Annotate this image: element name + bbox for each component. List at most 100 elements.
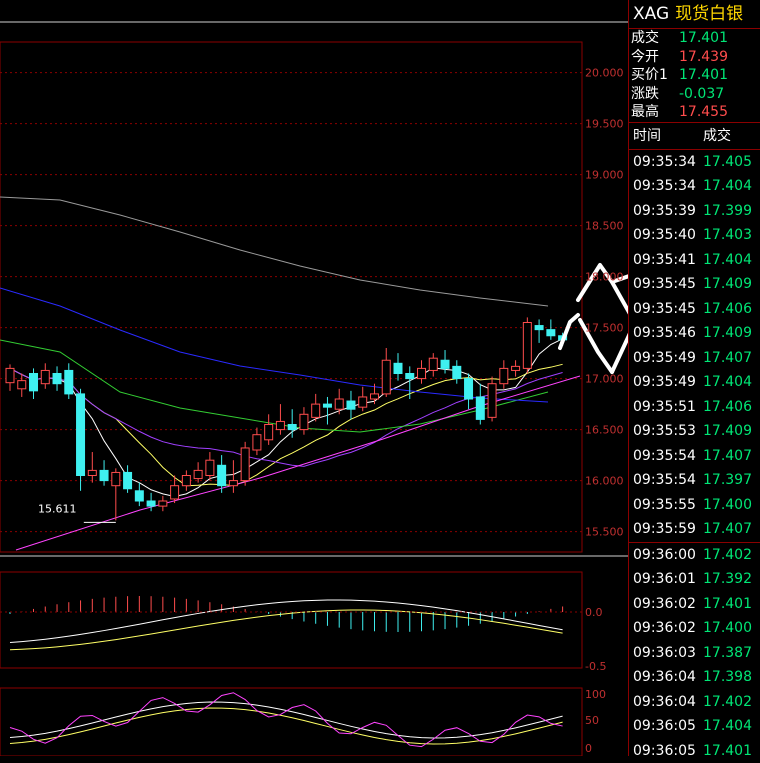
tick-time: 09:35:45 xyxy=(633,272,703,297)
price-tick-label: 18.000 xyxy=(585,271,624,284)
price-tick-label: 16.500 xyxy=(585,424,624,437)
tick-price: 17.398 xyxy=(703,669,752,685)
tick-price: 17.404 xyxy=(703,252,752,268)
kline-chart[interactable]: 20.00019.50019.00018.50018.00017.50017.0… xyxy=(0,0,628,756)
candle-body xyxy=(441,360,449,368)
quote-label: 最高 xyxy=(631,103,679,122)
tick-price: 17.407 xyxy=(703,350,752,366)
tick-time: 09:36:02 xyxy=(633,616,703,641)
tick-time: 09:36:02 xyxy=(633,592,703,617)
candle-body xyxy=(312,404,320,417)
candle-body xyxy=(488,384,496,418)
quote-label: 涨跌 xyxy=(631,85,679,104)
candle-body xyxy=(335,399,343,409)
candle-body xyxy=(288,425,296,430)
candle-body xyxy=(276,421,284,429)
candle-body xyxy=(159,501,167,506)
candle-body xyxy=(88,470,96,475)
tick-price: 17.407 xyxy=(703,448,752,464)
tick-time: 09:35:54 xyxy=(633,444,703,469)
candle-body xyxy=(206,460,214,475)
tick-price: 17.404 xyxy=(703,718,752,734)
candle-body xyxy=(394,363,402,373)
tick-time: 09:36:04 xyxy=(633,665,703,690)
candle-body xyxy=(65,370,73,393)
quote-row: 涨跌-0.037 xyxy=(629,85,760,104)
candle-body xyxy=(6,368,14,382)
tick-price: 17.401 xyxy=(703,596,752,612)
candle-body xyxy=(112,472,120,485)
candle-body xyxy=(429,358,437,370)
tick-price: 17.409 xyxy=(703,276,752,292)
tick-time: 09:36:04 xyxy=(633,690,703,715)
quote-label: 成交 xyxy=(631,29,679,48)
candle-body xyxy=(523,323,531,369)
candle-body xyxy=(77,394,85,476)
arrow-path-1 xyxy=(560,315,578,348)
candle-body xyxy=(253,435,261,450)
tick-time: 09:35:40 xyxy=(633,223,703,248)
tick-time: 09:35:45 xyxy=(633,297,703,322)
candle-body xyxy=(465,379,473,399)
quote-value: 17.455 xyxy=(679,104,728,120)
tick-time: 09:35:39 xyxy=(633,199,703,224)
kdj-tick-label: 100 xyxy=(585,688,606,701)
macd-tick-label: 0.0 xyxy=(585,606,603,619)
quote-value: 17.439 xyxy=(679,49,728,65)
tick-price: 17.405 xyxy=(703,154,752,170)
tick-time: 09:36:00 xyxy=(633,543,703,568)
ticks-header-time: 时间 xyxy=(633,123,703,149)
candle-body xyxy=(500,368,508,383)
quote-value: -0.037 xyxy=(679,86,724,102)
tick-time: 09:35:53 xyxy=(633,419,703,444)
candle-body xyxy=(547,330,555,336)
tick-price: 17.404 xyxy=(703,374,752,390)
ticks-header: 时间成交 xyxy=(629,122,760,150)
quote-value: 17.401 xyxy=(679,30,728,46)
tick-price: 17.407 xyxy=(703,521,752,537)
tick-time: 09:35:41 xyxy=(633,248,703,273)
tick-time: 09:35:34 xyxy=(633,174,703,199)
tick-time: 09:36:01 xyxy=(633,567,703,592)
price-tick-label: 17.500 xyxy=(585,322,624,335)
price-tick-label: 15.500 xyxy=(585,526,624,539)
tick-time: 09:35:51 xyxy=(633,395,703,420)
tick-price: 17.401 xyxy=(703,743,752,759)
tick-time: 09:36:05 xyxy=(633,739,703,763)
price-tick-label: 18.500 xyxy=(585,220,624,233)
candle-body xyxy=(370,394,378,399)
macd-tick-label: -0.5 xyxy=(585,660,606,673)
tick-time: 09:35:46 xyxy=(633,321,703,346)
kdj-k-line xyxy=(10,702,563,738)
kdj-pane-frame xyxy=(0,688,582,756)
ma10-line xyxy=(10,364,563,485)
macd-dif-line xyxy=(10,600,563,642)
candle-body xyxy=(300,414,308,429)
tick-price: 17.406 xyxy=(703,399,752,415)
price-tick-label: 17.000 xyxy=(585,373,624,386)
tick-time: 09:35:49 xyxy=(633,346,703,371)
tick-price: 17.406 xyxy=(703,301,752,317)
candle-body xyxy=(18,381,26,389)
